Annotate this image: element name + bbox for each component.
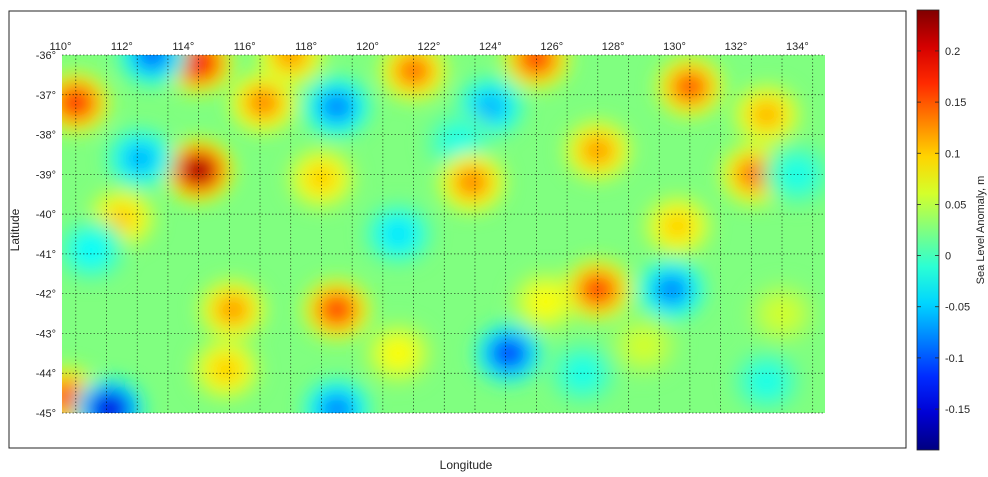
anomaly-blob-23-3 — [531, 288, 560, 315]
anomaly-field — [62, 55, 825, 413]
y-tick-label: -36° — [36, 50, 56, 62]
anomaly-blob-13-3 — [322, 296, 351, 323]
graticule — [62, 54, 825, 414]
colorbar-tick-label: -0.1 — [945, 353, 964, 365]
anomaly-blob-36-3 — [767, 300, 797, 327]
x-tick-label: 132° — [725, 41, 748, 53]
y-tick-label: -44° — [36, 368, 56, 380]
anomaly-blob-37-3 — [752, 368, 781, 395]
x-axis-label: Longitude — [440, 458, 493, 472]
y-tick-labels: -36° -37° -38° -39° -40° -41° -42° -43° -44° -45° — [36, 50, 56, 420]
anomaly-blob-10-3 — [276, 55, 305, 68]
colorbar-tick-label: 0.05 — [945, 199, 966, 211]
anomaly-blob-30-3 — [752, 101, 781, 128]
anomaly-blob-14-3 — [218, 296, 247, 323]
anomaly-blob-11-3 — [322, 93, 351, 120]
anomaly-blob-32-3 — [384, 221, 413, 247]
y-tick-label: -38° — [36, 130, 56, 142]
colorbar-tick-label: 0.2 — [945, 46, 960, 58]
x-tick-label: 116° — [234, 41, 256, 53]
x-tick-label: 134° — [786, 41, 809, 53]
anomaly-blob-33-3 — [568, 360, 597, 387]
y-tick-label: -42° — [36, 289, 56, 301]
colorbar-tick-label: 0 — [945, 251, 951, 263]
y-tick-label: -40° — [36, 209, 56, 221]
x-tick-label: 120° — [356, 41, 379, 53]
y-tick-label: -41° — [36, 249, 56, 261]
x-tick-label: 122° — [418, 41, 441, 53]
colorbar-ticks: 0.2 0.15 0.1 0.05 0 -0.05 -0.1 -0.15 — [917, 46, 970, 416]
y-tick-label: -37° — [36, 90, 56, 102]
anomaly-blob-5-3 — [95, 396, 124, 413]
anomaly-blob-26-3 — [657, 276, 686, 303]
anomaly-blob-20-3 — [457, 169, 487, 196]
heatmap-area — [62, 55, 825, 413]
x-tick-label: 112° — [111, 41, 133, 53]
x-tick-label: 126° — [540, 41, 563, 53]
x-tick-labels: 110° 112° 114° 116° 118° 120° 122° 124° 126° 128°… — [49, 41, 808, 53]
anomaly-blob-29-3 — [740, 161, 769, 188]
anomaly-blob-27-3 — [663, 213, 692, 239]
x-tick-label: 110° — [49, 41, 71, 53]
anomaly-blob-22-3 — [494, 340, 523, 367]
colorbar-label: Sea Level Anomaly, m — [975, 176, 987, 285]
anomaly-blob-17-3 — [399, 58, 428, 84]
anomaly-blob-1-3 — [184, 55, 213, 76]
x-tick-label: 118° — [295, 41, 317, 53]
anomaly-blob-6-3 — [126, 145, 155, 172]
anomaly-blob-8-3 — [76, 237, 106, 263]
anomaly-blob-9-3 — [248, 89, 278, 116]
colorbar-tick-label: 0.1 — [945, 148, 960, 160]
x-tick-label: 114° — [172, 41, 194, 53]
anomaly-blob-34-3 — [384, 340, 413, 367]
anomaly-blob-3-3 — [62, 89, 90, 116]
x-tick-label: 128° — [602, 41, 625, 53]
y-tick-label: -43° — [36, 328, 56, 340]
anomaly-blob-2-3 — [138, 55, 167, 68]
y-axis-label: Latitude — [8, 208, 22, 251]
anomaly-blob-7-3 — [107, 205, 137, 231]
colorbar-tick-label: 0.15 — [945, 97, 966, 109]
anomaly-blob-0-3 — [184, 157, 213, 184]
y-tick-label: -39° — [36, 169, 56, 181]
x-tick-label: 130° — [663, 41, 686, 53]
y-tick-label: -45° — [36, 408, 56, 420]
colorbar-tick-label: -0.05 — [945, 302, 970, 314]
anomaly-blob-35-3 — [629, 332, 659, 359]
anomaly-blob-16-3 — [322, 396, 351, 413]
x-tick-label: 124° — [479, 41, 502, 53]
anomaly-blob-18-3 — [476, 93, 505, 120]
anomaly-blob-19-3 — [445, 129, 474, 156]
anomaly-blob-15-3 — [212, 356, 241, 383]
colorbar — [916, 9, 940, 451]
colorbar-tick-label: -0.15 — [945, 404, 970, 416]
